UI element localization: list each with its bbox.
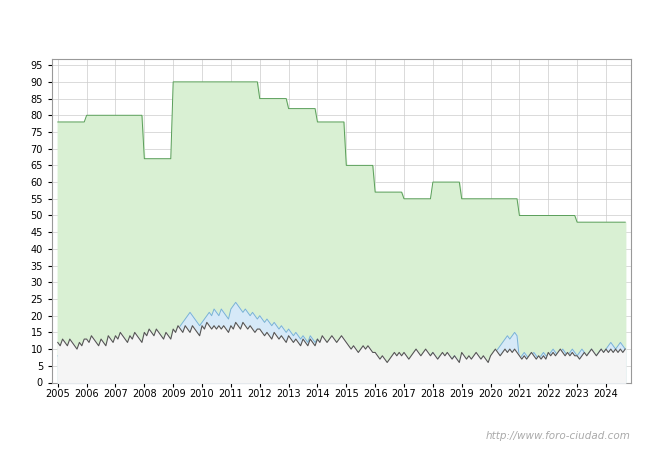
- Text: FORO-CIUDAD.COM: FORO-CIUDAD.COM: [176, 206, 507, 235]
- Text: http://www.foro-ciudad.com: http://www.foro-ciudad.com: [486, 431, 630, 441]
- Text: Vadillo - Evolucion de la poblacion en edad de Trabajar Septiembre de 2024: Vadillo - Evolucion de la poblacion en e…: [83, 21, 567, 33]
